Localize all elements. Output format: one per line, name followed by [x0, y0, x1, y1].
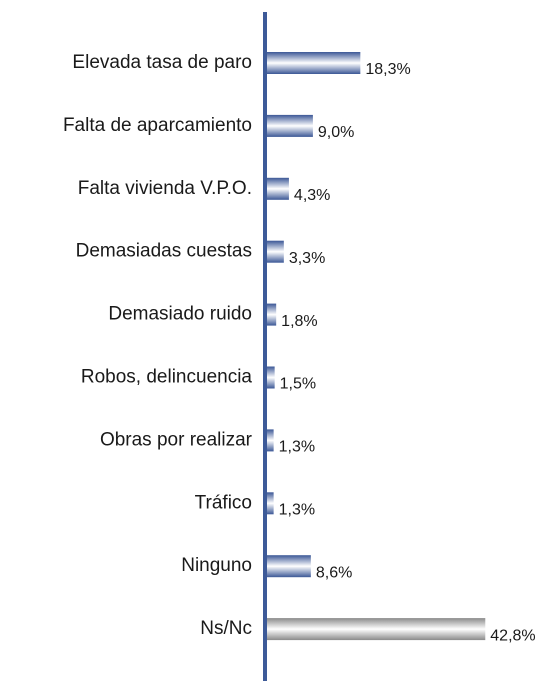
bar — [267, 52, 361, 74]
value-label: 1,3% — [279, 439, 315, 456]
category-label: Obras por realizar — [100, 429, 253, 450]
bar — [267, 114, 313, 137]
value-label: 18,3% — [365, 61, 410, 78]
category-label: Ninguno — [181, 555, 252, 576]
bar — [267, 555, 311, 578]
bar — [267, 366, 275, 389]
bar — [267, 177, 289, 200]
value-label: 4,3% — [294, 187, 330, 204]
category-label: Ns/Nc — [200, 618, 252, 639]
value-label: 3,3% — [289, 250, 325, 267]
category-label: Elevada tasa de paro — [72, 52, 252, 73]
bar — [267, 618, 486, 641]
bar — [267, 492, 274, 515]
value-label: 1,3% — [279, 502, 315, 519]
category-label: Demasiado ruido — [108, 304, 252, 325]
bar — [267, 429, 274, 452]
category-label: Falta vivienda V.P.O. — [78, 178, 252, 199]
category-label: Demasiadas cuestas — [76, 241, 252, 262]
bar — [267, 240, 284, 263]
value-label: 42,8% — [490, 627, 535, 644]
category-label: Robos, delincuencia — [81, 367, 253, 388]
value-label: 9,0% — [318, 124, 354, 141]
bar — [267, 303, 277, 326]
category-label: Tráfico — [195, 492, 252, 513]
value-label: 8,6% — [316, 564, 352, 581]
value-label: 1,5% — [280, 376, 316, 393]
category-label: Falta de aparcamiento — [63, 115, 252, 136]
value-label: 1,8% — [281, 313, 317, 330]
